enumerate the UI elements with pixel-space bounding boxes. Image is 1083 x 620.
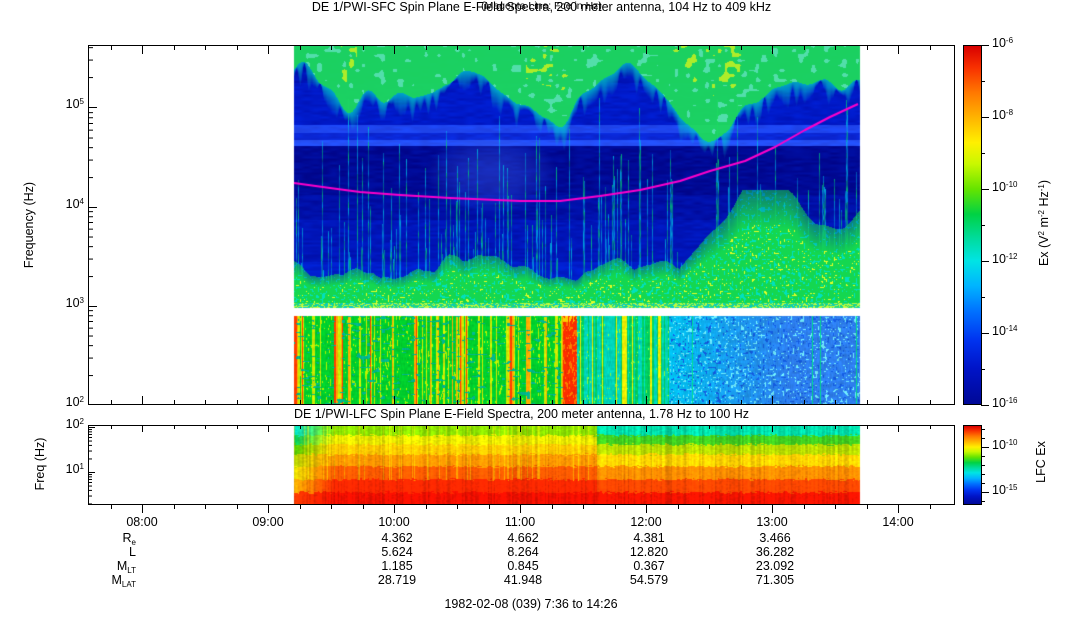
ephemeris-value: 0.367 xyxy=(633,559,665,573)
sfc-colorbar-tick-label: 10-14 xyxy=(992,324,1018,338)
ephemeris-value: 12.820 xyxy=(629,545,669,559)
ephemeris-value: 36.282 xyxy=(755,545,795,559)
sfc-colorbar-tick-label: 10-6 xyxy=(992,36,1014,50)
figure-footer: 1982-02-08 (039) 7:36 to 14:26 xyxy=(444,597,618,611)
lfc-colorbar-tick-label: 10-15 xyxy=(992,483,1018,497)
lfc-colorbar xyxy=(963,425,982,505)
ephemeris-value: 4.662 xyxy=(507,531,539,545)
sfc-ylabel: Frequency (Hz) xyxy=(22,181,36,269)
ephemeris-value: 8.264 xyxy=(507,545,539,559)
ephemeris-row-label: MLT xyxy=(116,559,136,575)
time-axis-label: 08:00 xyxy=(126,515,158,529)
lfc-plot-border xyxy=(88,425,955,505)
lfc-spectrogram-canvas xyxy=(88,425,955,505)
time-axis-label: 13:00 xyxy=(756,515,788,529)
time-axis-label: 09:00 xyxy=(252,515,284,529)
ephemeris-value: 1.185 xyxy=(381,559,413,573)
ephemeris-value: 5.624 xyxy=(381,545,413,559)
time-axis-label: 11:00 xyxy=(504,515,536,529)
lfc-ytick-label: 101 xyxy=(65,462,84,476)
ephemeris-row-label: Re xyxy=(122,531,136,547)
ephemeris-value: 41.948 xyxy=(503,573,543,587)
ephemeris-value: 0.845 xyxy=(507,559,539,573)
sfc-ytick-label: 104 xyxy=(65,197,84,211)
lfc-title: DE 1/PWI-LFC Spin Plane E-Field Spectra,… xyxy=(293,407,750,421)
sfc-colorbar xyxy=(963,45,982,405)
sfc-subtitle: (Magenta Line: Fce in Hz) xyxy=(481,0,602,12)
sfc-ytick-label: 105 xyxy=(65,97,84,111)
sfc-colorbar-tick-label: 10-10 xyxy=(992,180,1018,194)
ephemeris-value: 3.466 xyxy=(759,531,791,545)
ephemeris-row-label: L xyxy=(129,545,136,559)
sfc-plot-border xyxy=(88,45,955,405)
sfc-spectrogram-canvas xyxy=(88,45,955,405)
sfc-colorbar-tick-label: 10-16 xyxy=(992,396,1018,410)
sfc-title: DE 1/PWI-SFC Spin Plane E-Field Spectra,… xyxy=(311,0,772,14)
sfc-ytick-label: 102 xyxy=(65,395,84,409)
sfc-colorbar-tick-label: 10-8 xyxy=(992,108,1014,122)
time-axis-label: 14:00 xyxy=(882,515,914,529)
ephemeris-value: 54.579 xyxy=(629,573,669,587)
time-axis-label: 10:00 xyxy=(378,515,410,529)
ephemeris-row-label: MLAT xyxy=(111,573,137,589)
lfc-ytick-label: 102 xyxy=(65,417,84,431)
ephemeris-value: 23.092 xyxy=(755,559,795,573)
ephemeris-value: 4.362 xyxy=(381,531,413,545)
lfc-colorbar-tick-label: 10-10 xyxy=(992,438,1018,452)
ephemeris-value: 71.305 xyxy=(755,573,795,587)
ephemeris-value: 28.719 xyxy=(377,573,417,587)
sfc-colorbar-tick-label: 10-12 xyxy=(992,252,1018,266)
time-axis-label: 12:00 xyxy=(630,515,662,529)
ephemeris-value: 4.381 xyxy=(633,531,665,545)
sfc-ytick-label: 103 xyxy=(65,296,84,310)
